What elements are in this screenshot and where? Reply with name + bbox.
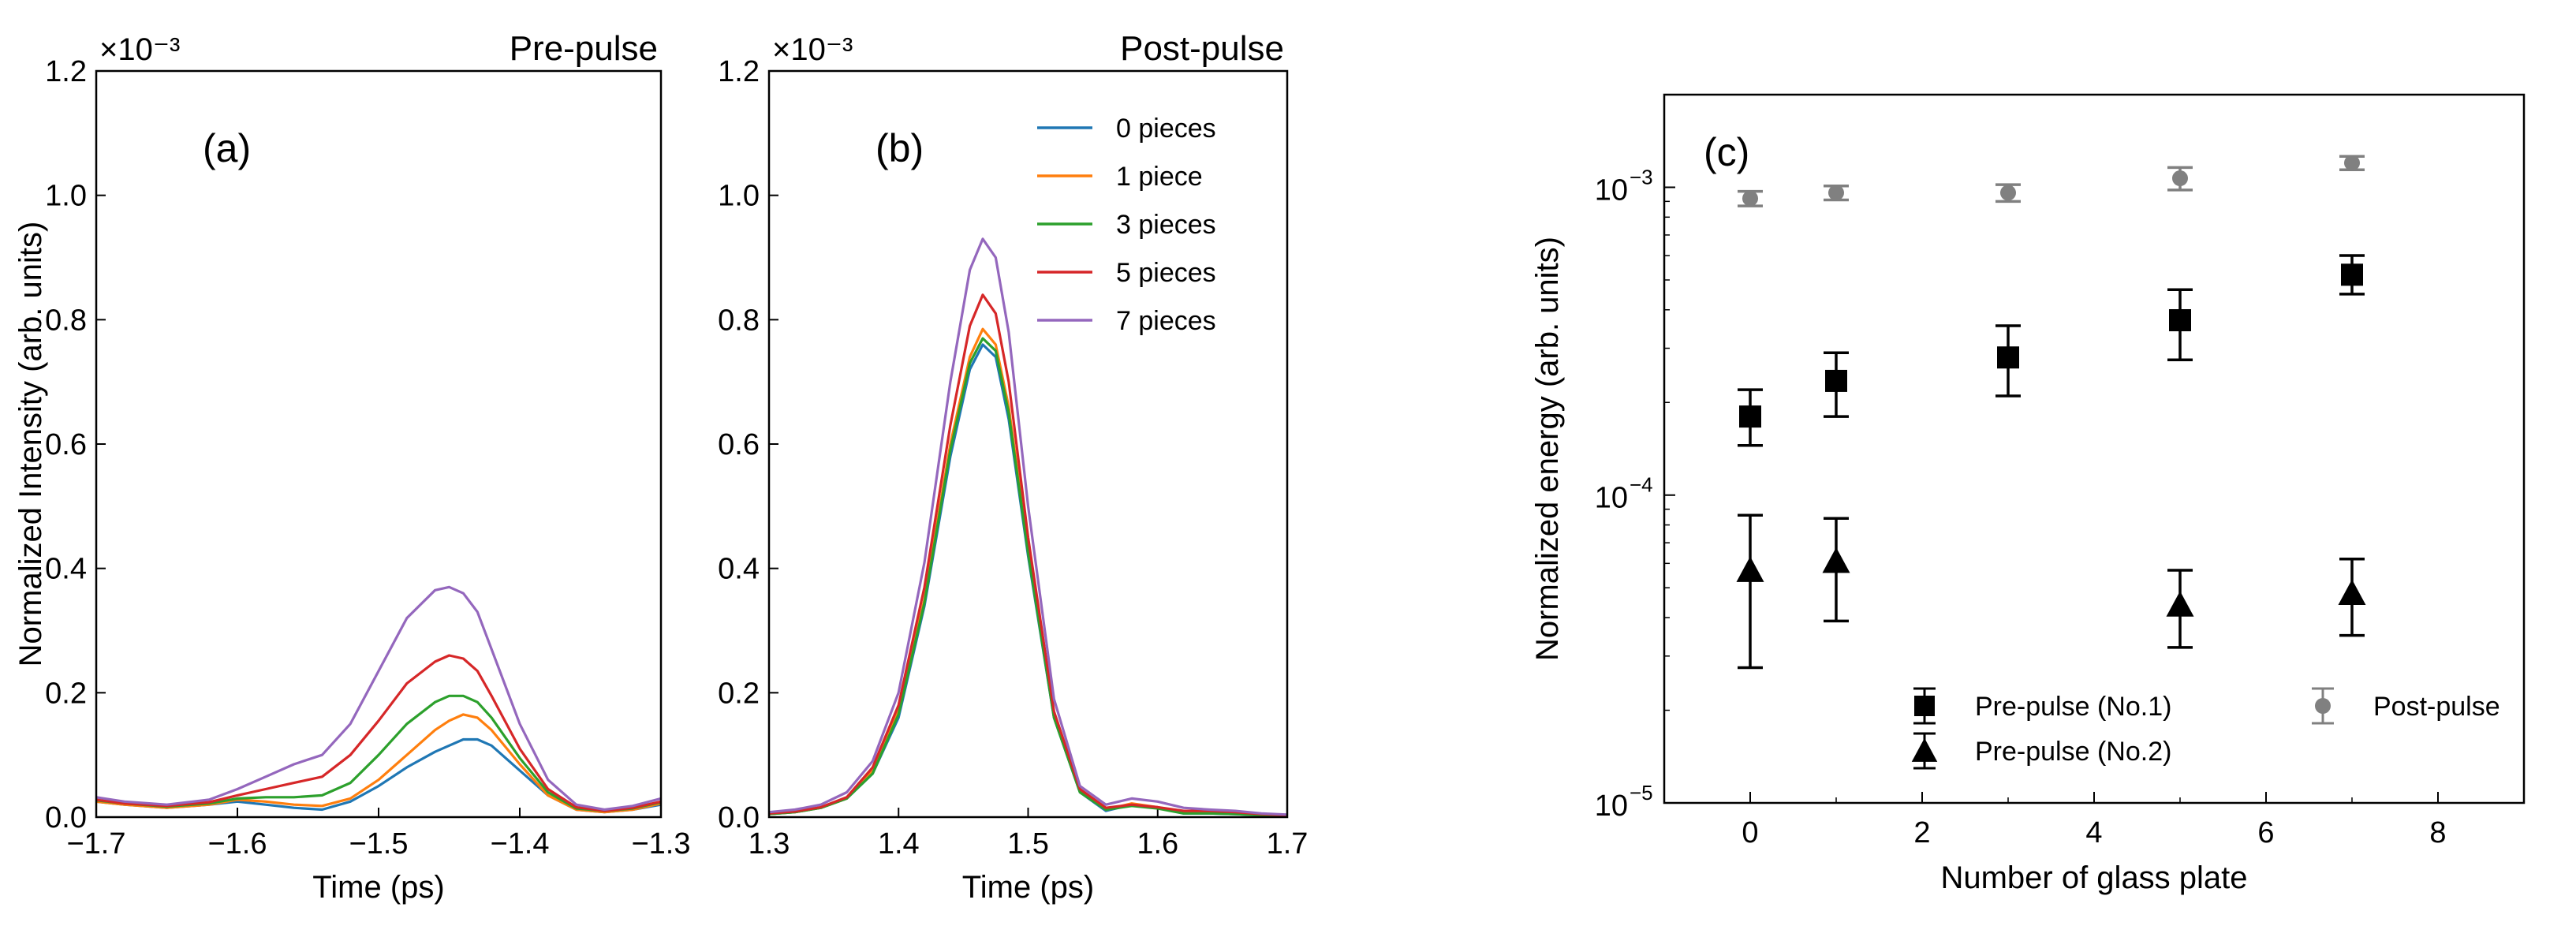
x-tick-label: 1.3 bbox=[749, 827, 790, 860]
x-tick-label: 0 bbox=[1742, 816, 1758, 849]
series-line-5-pieces bbox=[95, 654, 662, 812]
marker-triangle bbox=[2338, 579, 2366, 606]
y-multiplier: ×10⁻³ bbox=[772, 32, 853, 67]
y-axis-label: Normalized energy (arb. units) bbox=[1530, 237, 1565, 661]
legend-label: Post-pulse bbox=[2373, 692, 2500, 722]
marker-square bbox=[1997, 346, 2019, 369]
y-tick-label: 0.4 bbox=[718, 553, 760, 586]
y-tick-label: 0.0 bbox=[45, 801, 87, 834]
series-line-1-piece bbox=[95, 713, 662, 814]
y-tick-label: 0.0 bbox=[718, 801, 760, 834]
legend-label: 7 pieces bbox=[1116, 306, 1216, 336]
series-line-1-piece bbox=[768, 327, 1288, 817]
marker-circle bbox=[2315, 698, 2331, 714]
x-axis-label: Time (ps) bbox=[962, 870, 1094, 905]
x-axis-label: Time (ps) bbox=[312, 870, 444, 905]
y-tick-label: 10 bbox=[1595, 482, 1628, 515]
marker-circle bbox=[2172, 170, 2188, 187]
y-tick-label: 0.2 bbox=[45, 677, 87, 710]
panel-a: −1.7 −1.6 −1.5 −1.4 −1.3 0.0 0.2 0.4 0.6 0.8 1.0 1.… bbox=[13, 29, 691, 905]
panel-label: (a) bbox=[203, 126, 251, 170]
y-tick-label: 1.0 bbox=[718, 180, 760, 213]
y-axis-label: Normalized Intensity (arb. units) bbox=[13, 222, 48, 667]
x-tick-label: 2 bbox=[1913, 816, 1930, 849]
x-tick-label: −1.3 bbox=[631, 827, 690, 860]
x-tick-label: −1.7 bbox=[66, 827, 125, 860]
y-tick-label: 10 bbox=[1595, 174, 1628, 207]
legend-label: 0 pieces bbox=[1116, 114, 1216, 144]
panel-title: Pre-pulse bbox=[510, 29, 658, 68]
marker-circle bbox=[1828, 185, 1844, 201]
series-line-5-pieces bbox=[768, 293, 1288, 817]
legend-label: 1 piece bbox=[1116, 162, 1203, 192]
y-tick-exponent: −4 bbox=[1630, 473, 1653, 497]
y-tick-label: 0.6 bbox=[718, 428, 760, 461]
series-line-7-pieces bbox=[768, 237, 1288, 816]
panel-c: 0 2 4 6 810−510−410 −3(c)Number of glass plat… bbox=[1530, 93, 2526, 895]
series-line-7-pieces bbox=[95, 585, 662, 812]
y-tick-label: 1.2 bbox=[718, 55, 760, 88]
x-tick-label: 4 bbox=[2085, 816, 2102, 849]
x-tick-label: 6 bbox=[2257, 816, 2274, 849]
y-tick-label: 0.8 bbox=[718, 304, 760, 337]
y-tick-label: 0.8 bbox=[45, 304, 87, 337]
y-tick-label: 0.2 bbox=[718, 677, 760, 710]
marker-circle bbox=[1742, 190, 1758, 207]
x-tick-label: −1.5 bbox=[349, 827, 408, 860]
y-multiplier: ×10⁻³ bbox=[99, 32, 180, 67]
legend-label: Pre-pulse (No.2) bbox=[1975, 737, 2171, 767]
legend-label: 5 pieces bbox=[1116, 258, 1216, 288]
x-tick-label: 1.7 bbox=[1267, 827, 1309, 860]
marker-circle bbox=[2000, 185, 2016, 201]
marker-triangle bbox=[1911, 737, 1938, 762]
plot-frame bbox=[1663, 93, 2526, 804]
x-tick-label: −1.6 bbox=[207, 827, 267, 860]
x-tick-label: 1.6 bbox=[1137, 827, 1178, 860]
marker-square bbox=[1825, 369, 1847, 392]
x-tick-label: 8 bbox=[2429, 816, 2446, 849]
panel-label: (c) bbox=[1704, 130, 1749, 174]
x-tick-label: 1.4 bbox=[878, 827, 920, 860]
series-line-0-pieces bbox=[95, 737, 662, 814]
marker-square bbox=[2341, 263, 2363, 286]
y-tick-exponent: −5 bbox=[1630, 781, 1653, 804]
marker-triangle bbox=[1822, 547, 1850, 573]
y-tick-label: 0.4 bbox=[45, 553, 87, 586]
marker-square bbox=[1914, 696, 1935, 716]
panel-label: (b) bbox=[875, 126, 924, 170]
series-line-0-pieces bbox=[768, 343, 1288, 817]
plot-frame bbox=[95, 69, 663, 819]
legend-label: 3 pieces bbox=[1116, 210, 1216, 240]
marker-triangle bbox=[2166, 591, 2194, 617]
y-tick-label: 1.2 bbox=[45, 55, 87, 88]
y-tick-label: 0.6 bbox=[45, 428, 87, 461]
marker-circle bbox=[2344, 155, 2360, 171]
marker-square bbox=[2169, 308, 2191, 331]
series-line-3-pieces bbox=[768, 337, 1288, 817]
legend-label: Pre-pulse (No.1) bbox=[1975, 692, 2171, 722]
panel-b: 1.3 1.4 1.5 1.6 1.7 0.0 0.2 0.4 0.6 0.8 1.0 1.2 ×10⁻… bbox=[718, 29, 1308, 905]
y-tick-exponent: −3 bbox=[1630, 165, 1653, 189]
y-tick-label: 10 bbox=[1595, 790, 1628, 823]
y-tick-label: 1.0 bbox=[45, 180, 87, 213]
marker-square bbox=[1739, 405, 1761, 428]
series-line-3-pieces bbox=[95, 694, 662, 812]
plot-frame bbox=[767, 69, 1289, 819]
x-tick-label: 1.5 bbox=[1007, 827, 1049, 860]
x-axis-label: Number of glass plate bbox=[1940, 860, 2247, 895]
marker-triangle bbox=[1736, 556, 1764, 582]
x-tick-label: −1.4 bbox=[490, 827, 549, 860]
panel-title: Post-pulse bbox=[1120, 29, 1284, 68]
